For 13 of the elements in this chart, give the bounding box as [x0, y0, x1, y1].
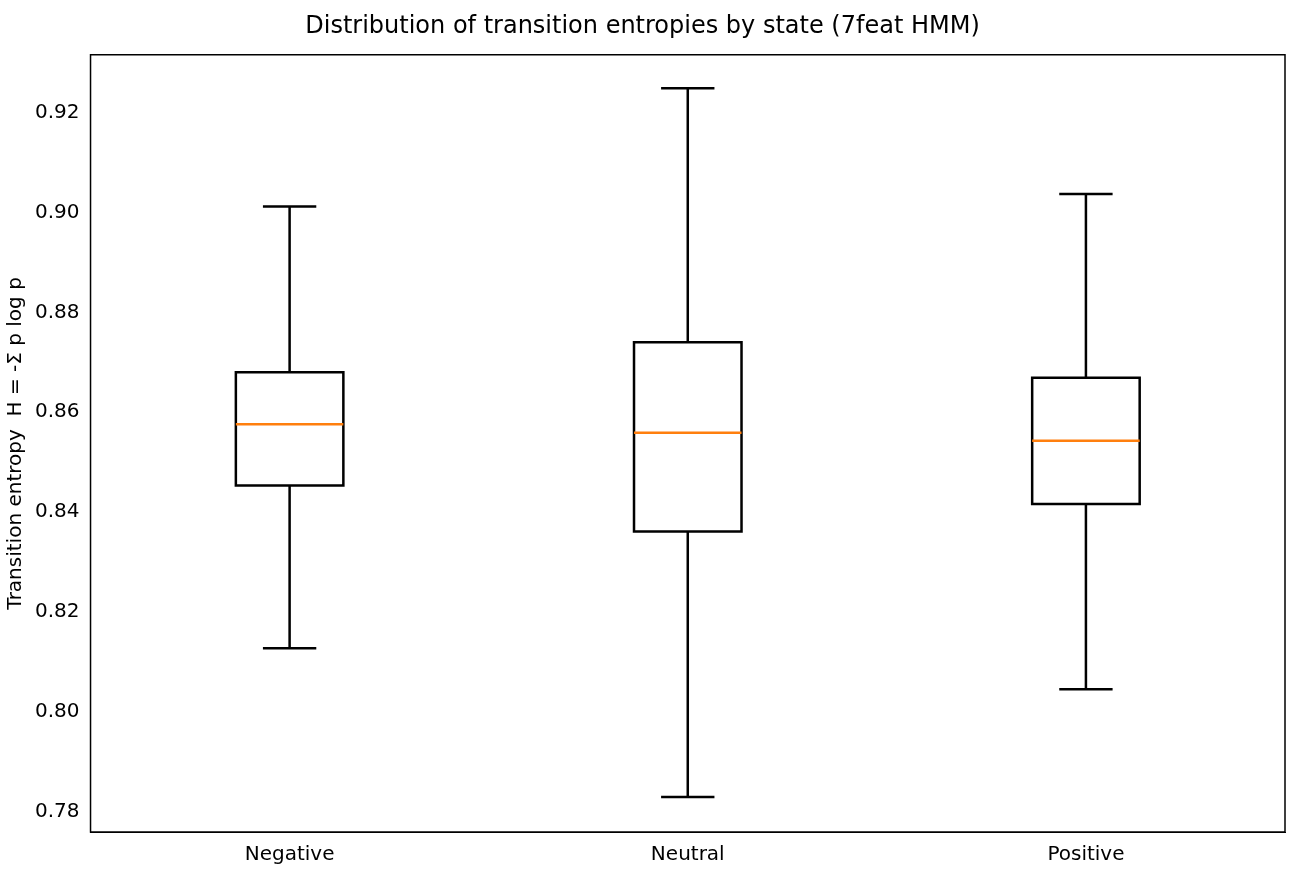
y-tick-label: 0.82: [35, 598, 80, 623]
y-axis-title: Transition entropy H = -Σ p log p: [2, 277, 27, 611]
x-tick-label: Neutral: [650, 841, 725, 866]
chart-title: Distribution of transition entropies by state (7feat HMM): [305, 10, 980, 39]
x-tick-label: Negative: [244, 841, 335, 866]
y-tick-label: 0.86: [35, 398, 80, 423]
y-tick-label: 0.90: [35, 198, 80, 223]
y-tick-label: 0.78: [35, 797, 80, 822]
y-tick-label: 0.84: [35, 498, 80, 523]
y-tick-label: 0.92: [35, 98, 80, 123]
y-tick-label: 0.80: [35, 697, 80, 722]
x-tick-label: Positive: [1047, 841, 1125, 866]
y-tick-label: 0.88: [35, 298, 80, 323]
